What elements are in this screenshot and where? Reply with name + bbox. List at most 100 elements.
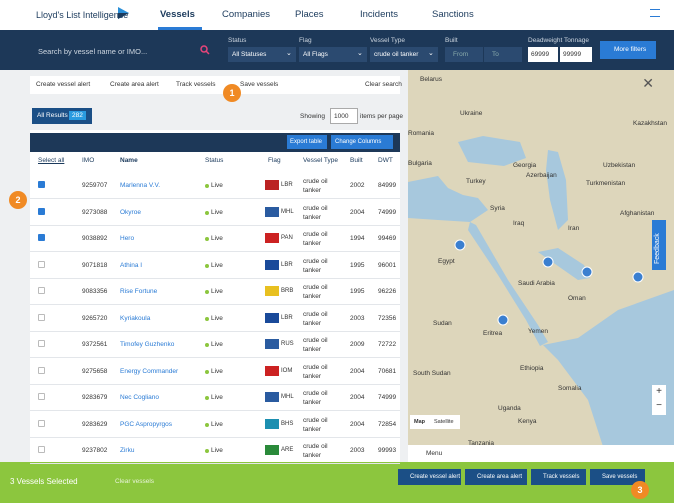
footer-button[interactable]: Track vessels: [531, 469, 586, 485]
action-button[interactable]: Track vessels: [176, 81, 216, 88]
imo: 9265720: [82, 314, 108, 322]
row-checkbox[interactable]: [38, 207, 45, 215]
table-panel: [30, 130, 400, 462]
column-header[interactable]: Select all: [38, 157, 65, 164]
zoom-controls[interactable]: + −: [652, 385, 666, 415]
nav-item[interactable]: Incidents: [360, 9, 399, 20]
action-button[interactable]: Save vessels: [240, 81, 279, 88]
status-dot: [205, 184, 209, 188]
page-size-select[interactable]: 1000: [330, 108, 358, 124]
status: Live: [211, 367, 223, 375]
vessel-name[interactable]: Timofey Guzhenko: [120, 341, 175, 348]
vessel-name[interactable]: Kyriakoula: [120, 314, 151, 322]
flag-icon: [265, 418, 279, 429]
nav-item[interactable]: Places: [295, 9, 324, 20]
status-dot: [205, 210, 209, 215]
dwt-max[interactable]: 99999: [560, 47, 592, 62]
imo: 9372561: [82, 341, 108, 348]
vessel-name[interactable]: Energy Commander: [120, 367, 179, 375]
map-menu[interactable]: Menu: [426, 450, 443, 457]
filter-label: Vessel Type: [370, 37, 405, 44]
map-type-option[interactable]: Map: [414, 419, 425, 425]
footer-button[interactable]: Create area alert: [465, 469, 527, 485]
map-type-toggle: [410, 415, 460, 429]
status-dot: [205, 422, 209, 427]
flag-icon: [265, 286, 279, 296]
flag-icon: [265, 206, 279, 217]
logo[interactable]: Lloyd's List Intelligence: [36, 10, 129, 20]
built-from[interactable]: From: [445, 47, 483, 62]
vessel-type: crude oil tanker: [303, 257, 328, 274]
vessel-name[interactable]: Hero: [120, 235, 135, 242]
map: ✕ + − Belarus Ukraine Kazakhstan Romania Bulg…: [408, 70, 674, 462]
menu-icon[interactable]: [650, 9, 660, 17]
vessel-name[interactable]: Marlenna V.V.: [120, 182, 160, 189]
vessel-name[interactable]: Zirku: [120, 447, 135, 454]
footer-button[interactable]: Create vessel alert: [398, 469, 461, 485]
change-columns-button[interactable]: Change Columns: [331, 135, 393, 149]
filter-label: Flag: [299, 37, 312, 44]
row-checkbox[interactable]: [38, 313, 45, 321]
nav-item[interactable]: Sanctions: [432, 9, 474, 20]
vessel-name[interactable]: Okyroe: [120, 208, 141, 216]
dwt: 84999: [378, 182, 397, 189]
action-button[interactable]: Create area alert: [110, 81, 159, 88]
footer-button[interactable]: Save vessels: [590, 469, 645, 485]
flag-code: MHL: [281, 394, 294, 400]
row-checkbox[interactable]: [38, 393, 45, 400]
imo: 9273088: [82, 208, 108, 216]
row-checkbox[interactable]: [38, 287, 45, 294]
filter-select[interactable]: All Flags: [299, 47, 367, 62]
map-label: Ukraine: [460, 110, 483, 117]
row-checkbox[interactable]: [38, 366, 45, 374]
feedback-tab[interactable]: Feedback: [652, 220, 666, 270]
map-label: Iran: [568, 225, 580, 232]
search-icon[interactable]: [200, 45, 210, 55]
more-filters-button[interactable]: More filters: [600, 41, 656, 59]
map-label: Azerbaijan: [526, 172, 557, 179]
map-label: Yemen: [528, 328, 548, 335]
nav-item[interactable]: Companies: [222, 9, 271, 20]
vessel-type: crude oil tanker: [303, 390, 328, 406]
row-checkbox[interactable]: [38, 340, 45, 347]
row-divider: [30, 277, 400, 279]
map-label: Sudan: [433, 320, 452, 327]
clear-search[interactable]: Clear search: [365, 81, 402, 88]
flag-code: PAN: [281, 235, 293, 241]
nav-item[interactable]: Vessels: [160, 9, 195, 20]
action-button[interactable]: Create vessel alert: [36, 81, 91, 88]
built: 1995: [350, 288, 365, 295]
built-to[interactable]: To: [484, 47, 522, 62]
dwt: 70681: [378, 367, 397, 375]
row-checkbox[interactable]: [38, 181, 45, 188]
status-dot: [205, 263, 209, 268]
dwt: 72722: [378, 341, 397, 348]
filter-select[interactable]: crude oil tanker: [370, 47, 438, 62]
column-header: Vessel Type: [303, 157, 338, 164]
row-checkbox[interactable]: [38, 234, 45, 241]
imo: 9275658: [82, 367, 108, 375]
flag-code: LBR: [281, 261, 293, 268]
callout-badge: 2: [9, 191, 27, 209]
clear-vessels[interactable]: Clear vessels: [115, 478, 155, 485]
close-map[interactable]: ✕: [642, 75, 654, 91]
vessel-name[interactable]: PGC Aspropyrgos: [120, 420, 173, 428]
map-type-option[interactable]: Satellite: [434, 419, 454, 425]
dwt-min[interactable]: 69999: [528, 47, 558, 62]
search-input[interactable]: Search by vessel name or IMO...: [38, 47, 148, 56]
row-checkbox[interactable]: [38, 446, 45, 453]
status: Live: [211, 288, 223, 295]
flag-icon: [265, 392, 279, 402]
imo: 9038892: [82, 235, 108, 242]
vessel-type: crude oil tanker: [303, 443, 328, 459]
vessel-name[interactable]: Athina I: [120, 261, 143, 269]
export-button[interactable]: Export table: [287, 135, 327, 149]
row-checkbox[interactable]: [38, 260, 45, 268]
status: Live: [211, 261, 223, 269]
vessel-name[interactable]: Nec Cogliano: [120, 394, 160, 401]
map-label: Tanzania: [468, 440, 495, 447]
filter-select[interactable]: All Statuses: [228, 47, 296, 62]
built: 1994: [350, 235, 365, 242]
vessel-name[interactable]: Rise Fortune: [120, 288, 158, 295]
row-checkbox[interactable]: [38, 419, 45, 427]
